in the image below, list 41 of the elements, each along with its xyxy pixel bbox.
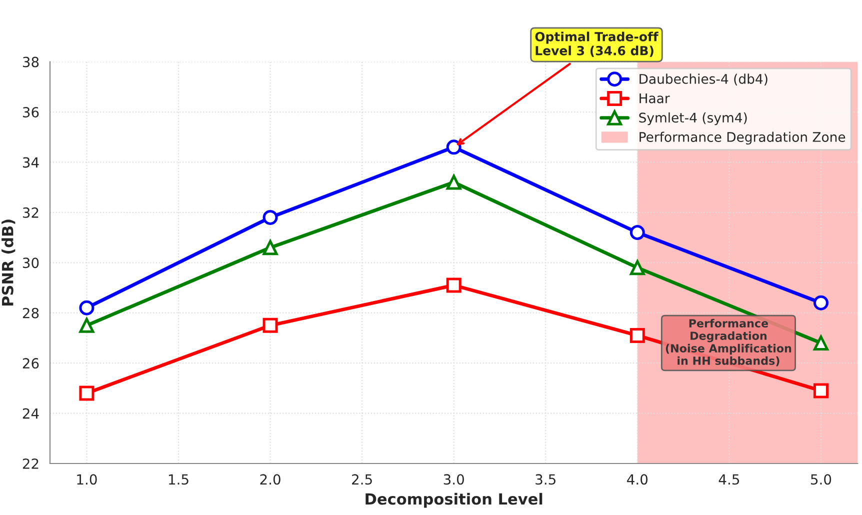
point — [446, 140, 462, 155]
point — [79, 300, 94, 316]
x-tick-label: 3.5 — [536, 474, 556, 485]
point — [79, 318, 94, 333]
y-tick-label: 36 — [22, 106, 39, 118]
point — [813, 295, 828, 310]
point — [446, 174, 462, 190]
y-tick-label: 26 — [22, 358, 39, 369]
y-tick-label: 34 — [22, 157, 39, 168]
y-tick-label: 38 — [22, 56, 39, 68]
y-tick-label: 28 — [22, 308, 39, 318]
x-tick-label: 2.0 — [260, 474, 280, 485]
x-tick-label: 2.5 — [352, 474, 372, 485]
x-tick-label: 1.5 — [168, 474, 188, 485]
y-axis-title: PSNR (dB) — [2, 220, 16, 306]
point — [446, 278, 462, 293]
point — [813, 335, 828, 350]
x-tick-label: 5.0 — [811, 474, 832, 485]
point — [630, 225, 645, 240]
x-axis-title: Decomposition Level — [366, 492, 542, 508]
point — [262, 210, 278, 225]
y-tick-label: 32 — [22, 207, 38, 218]
annotation: Performance Degradation (Noise Amplification in HH subbands) — [666, 318, 792, 366]
y-tick-label: 30 — [22, 258, 39, 268]
legend-label: Daubechies-4 (db4) — [640, 74, 768, 86]
legend-label: Haar — [640, 93, 670, 104]
point — [630, 328, 645, 343]
y-tick-label: 24 — [22, 408, 39, 419]
x-tick-label: 1.0 — [77, 474, 97, 485]
x-tick-label: 3.0 — [444, 474, 464, 485]
band-label: Performance Degradation Zone — [640, 132, 846, 145]
x-tick-label: 4.0 — [627, 474, 648, 485]
point — [262, 240, 278, 256]
x-tick-label: 4.5 — [718, 474, 740, 485]
point — [813, 383, 828, 398]
legend-label: Symlet-4 (sym4) — [639, 112, 747, 126]
annotation: Optimal Trade-off Level 3 (34.6 dB) — [535, 32, 658, 57]
point — [630, 260, 645, 276]
y-tick-label: 22 — [22, 458, 38, 469]
point — [79, 386, 94, 401]
point — [262, 318, 278, 333]
